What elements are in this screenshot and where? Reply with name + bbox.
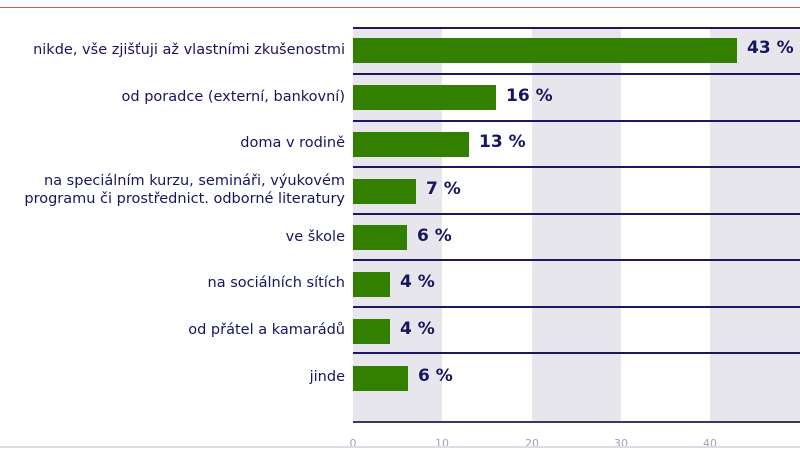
x-tick: 20 — [525, 437, 539, 450]
category-label: na sociálních sítích — [207, 275, 345, 291]
category-label-line: programu či prostřednict. odborné litera… — [24, 191, 345, 207]
bar-doma — [353, 132, 469, 157]
row-separator — [353, 27, 800, 29]
bar-skola — [353, 225, 407, 250]
category-label: na speciálním kurzu, semináři, výukovém … — [24, 172, 345, 208]
category-label-line: na speciálním kurzu, semináři, výukovém — [44, 173, 345, 189]
value-label: 6 % — [417, 226, 452, 246]
category-label: ve škole — [285, 229, 345, 245]
x-tick: 10 — [435, 437, 449, 450]
row-separator — [353, 120, 800, 122]
bar-socialni-site — [353, 272, 390, 297]
category-label: jinde — [309, 369, 345, 385]
value-label: 4 % — [400, 272, 435, 292]
plot-area: 43 % 16 % 13 % 7 % 6 % 4 % 4 % 6 % 0 10 … — [350, 27, 800, 450]
value-label: 16 % — [506, 86, 553, 106]
bar-jinde — [353, 366, 408, 391]
x-tick: 30 — [614, 437, 628, 450]
row-separator — [353, 352, 800, 354]
x-tick: 40 — [703, 437, 717, 450]
row-separator — [353, 73, 800, 75]
bar-poradce — [353, 85, 496, 110]
x-tick: 0 — [349, 437, 357, 450]
bar-kurz — [353, 179, 416, 204]
grid-band — [532, 27, 621, 423]
bar-vlastni-zkusenosti — [353, 38, 737, 63]
category-label: doma v rodině — [240, 135, 345, 151]
row-separator — [353, 306, 800, 308]
x-axis-line — [353, 421, 800, 423]
row-separator — [353, 213, 800, 215]
value-label: 6 % — [418, 366, 453, 386]
category-label: nikde, vše zjišťuji až vlastními zkušeno… — [33, 42, 345, 58]
value-label: 7 % — [426, 179, 461, 199]
value-label: 13 % — [479, 132, 526, 152]
top-divider — [0, 7, 800, 8]
value-label: 43 % — [747, 38, 794, 58]
grid-band — [710, 27, 800, 423]
row-separator — [353, 259, 800, 261]
value-label: 4 % — [400, 319, 435, 339]
category-label: od přátel a kamarádů — [188, 322, 345, 338]
row-separator — [353, 166, 800, 168]
bar-pratele — [353, 319, 390, 344]
category-label: od poradce (externí, bankovní) — [121, 89, 345, 105]
bottom-divider — [0, 446, 800, 448]
